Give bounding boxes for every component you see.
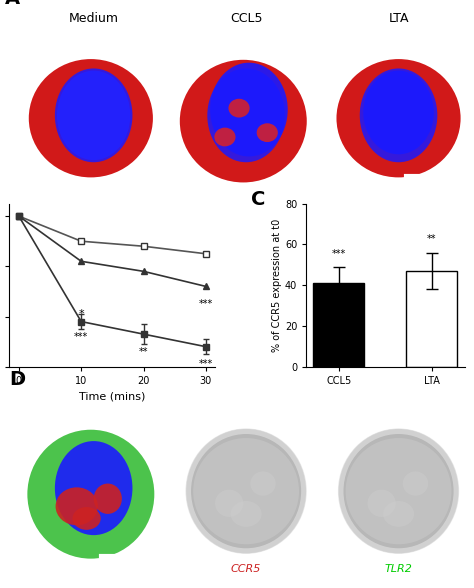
- Text: LTA: LTA: [388, 12, 409, 25]
- Text: **: **: [139, 347, 148, 357]
- Text: CCL5: CCL5: [230, 12, 262, 25]
- Text: D: D: [9, 369, 26, 389]
- Text: TLR2: TLR2: [384, 564, 412, 574]
- Text: *: *: [78, 309, 84, 319]
- Text: C: C: [251, 191, 265, 209]
- Text: Medium: Medium: [69, 12, 118, 25]
- Y-axis label: % of CCR5 expression at t0: % of CCR5 expression at t0: [272, 219, 282, 352]
- Text: CCR5: CCR5: [231, 564, 261, 574]
- Text: **: **: [427, 235, 437, 245]
- Bar: [313, 283, 365, 367]
- Text: A: A: [5, 0, 20, 8]
- Text: ***: ***: [332, 249, 346, 259]
- Bar: [406, 271, 457, 367]
- Text: ***: ***: [199, 299, 213, 309]
- Text: ***: ***: [74, 332, 88, 342]
- Text: ***: ***: [199, 359, 213, 369]
- X-axis label: Time (mins): Time (mins): [79, 392, 146, 402]
